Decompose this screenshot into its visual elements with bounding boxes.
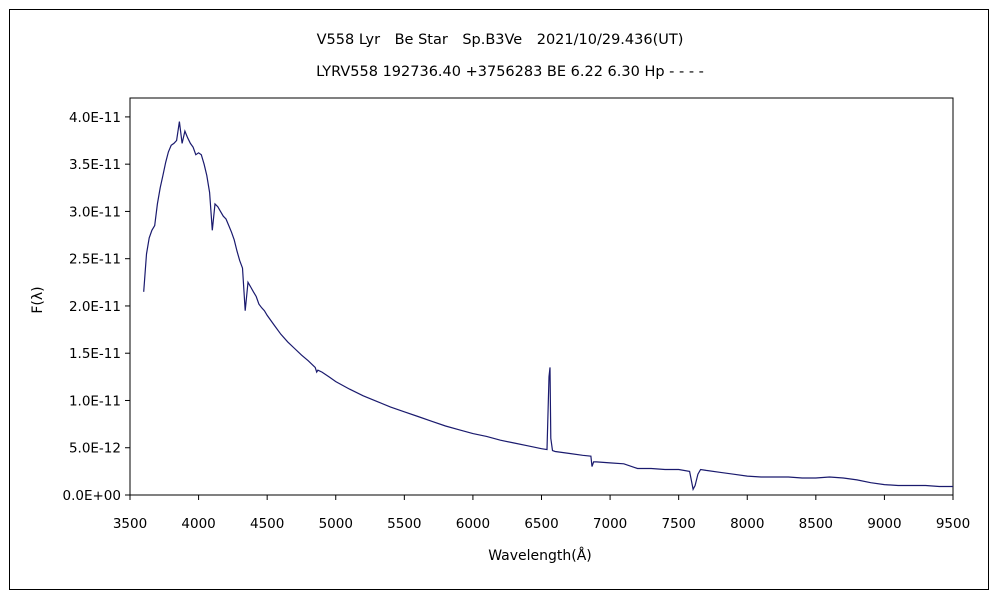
y-tick-label: 1.0E-11: [69, 393, 121, 409]
x-tick-label: 4500: [250, 516, 284, 532]
y-tick-label: 2.0E-11: [69, 299, 121, 315]
x-axis-label: Wavelength(Å): [488, 547, 592, 564]
series-line-flux: [143, 121, 953, 492]
x-tick-label: 4000: [181, 516, 215, 532]
x-tick-label: 8000: [730, 516, 764, 532]
y-tick-label: 3.5E-11: [69, 157, 121, 173]
x-tick-label: 6000: [456, 516, 490, 532]
x-tick-label: 5000: [319, 516, 353, 532]
x-tick-label: 7500: [661, 516, 695, 532]
y-tick-label: 4.0E-11: [69, 110, 121, 126]
chart-subtitle: LYRV558 192736.40 +3756283 BE 6.22 6.30 …: [316, 64, 704, 80]
y-axis-label: F(λ): [30, 286, 46, 313]
x-tick-label: 8500: [799, 516, 833, 532]
y-tick-label: 3.0E-11: [69, 204, 121, 220]
x-tick-label: 5500: [387, 516, 421, 532]
y-tick-label: 1.5E-11: [69, 346, 121, 362]
y-tick-label: 0.0E+00: [63, 488, 122, 504]
x-axis: 3500 4000 4500 5000 5500 6000 6500 7000 7500 8000…: [113, 495, 970, 532]
y-axis: 0.0E+00 5.0E-12 1.0E-11 1.5E-11 2.0E-11 2.5E-…: [63, 110, 130, 504]
chart-title: V558 Lyr Be Star Sp.B3Ve 2021/10/29.436(…: [317, 32, 684, 48]
x-tick-label: 9000: [867, 516, 901, 532]
x-tick-label: 9500: [936, 516, 970, 532]
y-tick-label: 2.5E-11: [69, 252, 121, 268]
x-tick-label: 7000: [593, 516, 627, 532]
plot-area: [129, 97, 954, 496]
x-tick-label: 3500: [113, 516, 147, 532]
y-tick-label: 5.0E-12: [69, 441, 121, 457]
x-tick-label: 6500: [524, 516, 558, 532]
chart-frame: [9, 9, 989, 590]
